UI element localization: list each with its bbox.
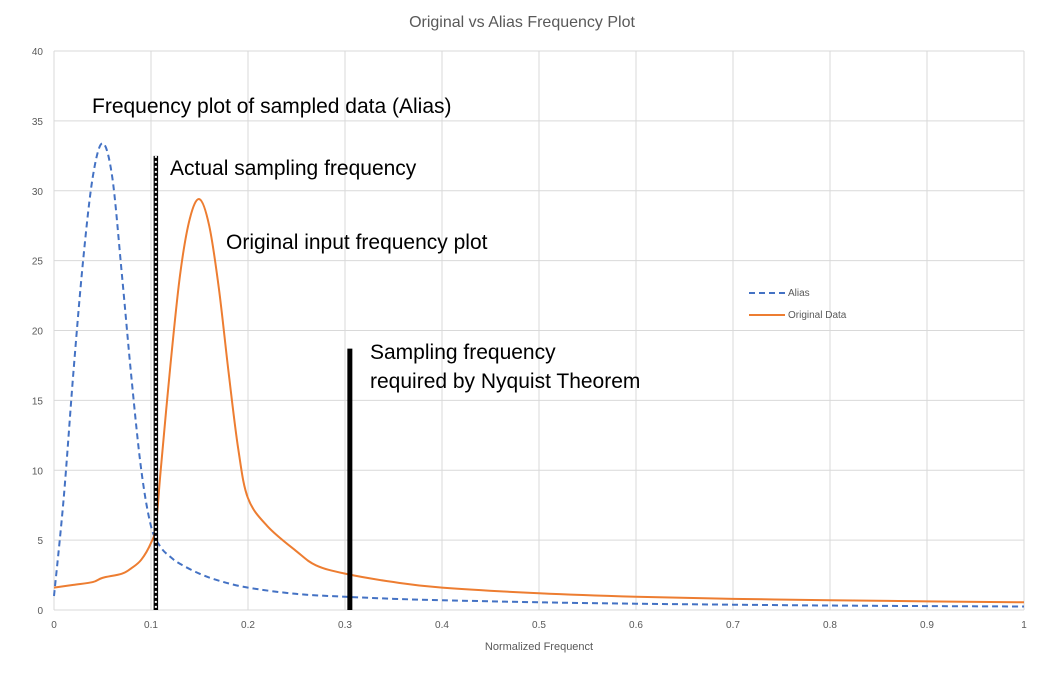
- y-tick-label: 15: [32, 396, 44, 407]
- annotation-alias: Frequency plot of sampled data (Alias): [92, 95, 452, 118]
- x-tick-label: 0.8: [823, 620, 837, 631]
- x-tick-label: 0.1: [144, 620, 158, 631]
- x-tick-label: 0.3: [338, 620, 352, 631]
- annotation-nyquist-line2: required by Nyquist Theorem: [370, 370, 640, 393]
- x-tick-label: 1: [1021, 620, 1027, 631]
- y-tick-label: 25: [32, 257, 44, 268]
- y-tick-labels: 0 5 10 15 20 25 30 35 40: [32, 47, 44, 617]
- x-axis-label: Normalized Frequenct: [485, 641, 593, 653]
- gridlines: [53, 50, 1025, 611]
- y-tick-label: 20: [32, 327, 44, 338]
- y-tick-label: 40: [32, 47, 44, 58]
- series-lines: [53, 142, 1025, 608]
- chart-title: Original vs Alias Frequency Plot: [409, 14, 635, 31]
- x-tick-label: 0.5: [532, 620, 546, 631]
- x-tick-label: 0.4: [435, 620, 449, 631]
- y-tick-label: 10: [32, 466, 44, 477]
- x-tick-label: 0.9: [920, 620, 934, 631]
- y-tick-label: 35: [32, 117, 44, 128]
- x-tick-label: 0.7: [726, 620, 740, 631]
- y-tick-label: 5: [37, 536, 43, 547]
- annotation-nyquist-line1: Sampling frequency: [370, 341, 556, 364]
- annotation-original: Original input frequency plot: [226, 231, 488, 254]
- x-tick-label: 0: [51, 620, 57, 631]
- x-tick-label: 0.2: [241, 620, 255, 631]
- x-tick-label: 0.6: [629, 620, 643, 631]
- legend-label-alias: Alias: [788, 288, 810, 299]
- y-tick-label: 0: [37, 606, 43, 617]
- y-tick-label: 30: [32, 187, 44, 198]
- legend: Alias Original Data: [749, 288, 847, 321]
- series-line-alias: [53, 142, 1025, 608]
- annotations: Frequency plot of sampled data (Alias) A…: [92, 95, 640, 393]
- annotation-actual-sampling: Actual sampling frequency: [170, 157, 417, 180]
- vertical-markers: [153, 155, 353, 610]
- series-line-original-data: [53, 198, 1025, 604]
- x-tick-labels: 0 0.1 0.2 0.3 0.4 0.5 0.6 0.7 0.8 0.9 1: [51, 620, 1027, 631]
- legend-label-original: Original Data: [788, 310, 847, 321]
